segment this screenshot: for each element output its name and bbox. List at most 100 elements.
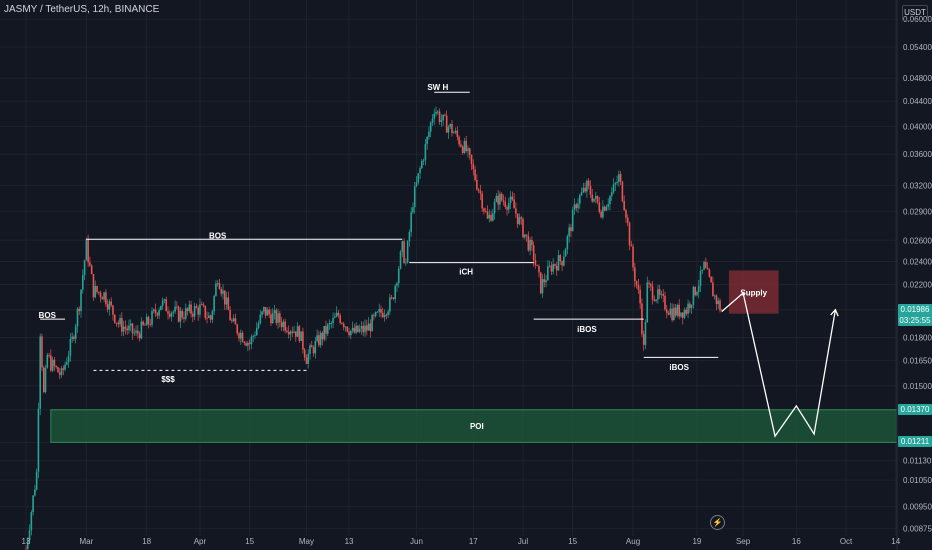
candle-body: [30, 512, 33, 531]
candle-body: [390, 297, 393, 299]
candle-body: [234, 318, 237, 325]
candle-body: [697, 285, 700, 292]
candle-body: [456, 130, 459, 137]
candle-body: [518, 217, 521, 225]
candle-body: [78, 308, 81, 312]
candle-body: [35, 471, 38, 490]
candle-body: [655, 299, 657, 301]
candle-body: [618, 174, 620, 182]
candle-body: [211, 311, 214, 320]
candle-body: [555, 265, 558, 271]
candle-body: [634, 267, 636, 282]
candle-body: [42, 367, 45, 393]
candle-body: [431, 118, 434, 123]
candle-body: [28, 530, 31, 541]
candle-body: [504, 201, 507, 207]
candle-body: [602, 206, 604, 218]
candle-body: [312, 347, 315, 354]
price-tick-label: 0.03200: [903, 181, 932, 190]
candle-body: [351, 327, 354, 331]
candle-body: [287, 331, 290, 335]
candle-body: [64, 364, 66, 370]
candle-body: [545, 280, 547, 283]
candle-body: [34, 489, 36, 496]
candle-body: [511, 196, 514, 200]
candle-body: [87, 239, 89, 263]
candle-body: [296, 326, 299, 337]
candle-body: [403, 241, 405, 264]
candle-body: [357, 325, 359, 332]
candle-body: [264, 306, 267, 316]
price-tick-label: 0.04800: [903, 74, 932, 83]
last-price-value: 0.01986: [900, 304, 930, 314]
candle-body: [401, 241, 404, 252]
candle-body: [101, 297, 104, 300]
candle-body: [328, 323, 331, 325]
candle-body: [344, 326, 347, 328]
candle-body: [254, 335, 256, 337]
time-axis[interactable]: 13 Mar 18 Apr 15 May 13 Jun 17 Jul 15 Aug 19 Sep 16 Oct…: [22, 537, 901, 546]
candle-body: [259, 314, 262, 324]
candle-body: [699, 270, 702, 286]
candle-body: [247, 342, 249, 346]
candle-body: [115, 322, 118, 324]
candle-body: [499, 193, 501, 205]
candle-body: [362, 325, 365, 333]
candle-body: [172, 311, 175, 313]
candle-body: [642, 334, 645, 345]
lightning-icon[interactable]: ⚡: [710, 515, 725, 530]
price-tick-label: 0.02600: [903, 236, 932, 245]
candle-body: [662, 294, 665, 296]
candle-body: [298, 326, 301, 341]
candle-body: [561, 260, 563, 266]
candle-body: [335, 312, 338, 317]
candle-body: [346, 326, 349, 332]
candle-body: [376, 311, 379, 313]
annotation-label: POI: [470, 422, 484, 431]
candle-body: [500, 193, 503, 201]
candle-body: [243, 342, 246, 344]
candle-body: [394, 285, 396, 300]
candle-body: [204, 305, 207, 318]
time-tick-label: Jun: [410, 537, 423, 546]
candle-body: [337, 312, 340, 316]
candle-body: [481, 193, 483, 209]
candle-body: [421, 160, 423, 169]
candle-body: [374, 311, 377, 317]
candle-body: [106, 304, 109, 310]
candle-body: [369, 323, 372, 332]
candle-body: [440, 120, 443, 122]
candle-body: [603, 206, 606, 211]
candle-body: [458, 136, 460, 145]
candle-body: [341, 322, 343, 324]
candle-body: [547, 266, 549, 281]
candle-body: [477, 189, 480, 191]
candle-body: [245, 343, 247, 346]
annotations: BOS BOS $$$ SW H iCH iBOS iBOS POI Supply: [39, 83, 768, 431]
candle-body: [630, 245, 633, 247]
candle-body: [140, 321, 143, 339]
candle-body: [449, 124, 452, 127]
time-tick-label: May: [299, 537, 314, 546]
candle-body: [584, 187, 586, 192]
candle-body: [389, 297, 391, 312]
candle-body: [309, 345, 311, 354]
candle-body: [342, 323, 345, 328]
candle-body: [339, 315, 341, 323]
candle-body: [703, 262, 705, 270]
candle-body: [154, 309, 157, 314]
currency-button[interactable]: USDT: [902, 5, 928, 21]
candle-body: [160, 305, 162, 311]
candle-body: [216, 283, 219, 284]
candle-body: [651, 286, 654, 300]
annotation-label: iBOS: [669, 363, 689, 372]
price-tick-label: 0.05400: [903, 43, 932, 52]
candle-body: [408, 232, 411, 242]
candle-body: [66, 362, 68, 365]
candle-body: [690, 304, 693, 309]
candle-body: [683, 309, 686, 318]
candle-body: [46, 355, 49, 368]
candle-body: [563, 256, 565, 266]
candle-body: [415, 182, 418, 187]
